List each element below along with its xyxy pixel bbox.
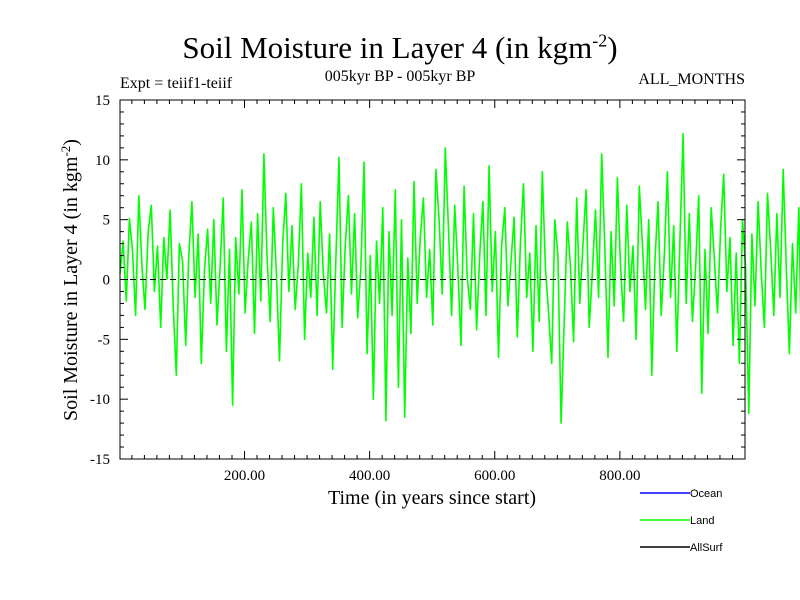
- chart-title-close: ): [607, 30, 618, 65]
- series-line-land: [119, 132, 800, 424]
- experiment-label: Expt = teiif1-teiif: [120, 75, 233, 92]
- legend-label-ocean: Ocean: [690, 488, 722, 500]
- legend: Ocean Land AllSurf: [640, 488, 723, 554]
- y-tick-label: 10: [95, 153, 110, 169]
- y-tick-label: -5: [98, 332, 111, 348]
- x-tick-label: 200.00: [224, 468, 265, 484]
- chart-title-sup: -2: [592, 30, 608, 51]
- axis-layer: -15 -10 -5 0 5 10 15 200.00 400.00 600.00 800.00: [90, 93, 746, 484]
- y-tick-label: 15: [95, 93, 110, 109]
- y-axis-label: Soil Moisture in Layer 4 (in kgm-2): [58, 139, 82, 421]
- y-tick-label: -10: [90, 392, 110, 408]
- y-axis-label-text: Soil Moisture in Layer 4 (in kgm: [60, 156, 82, 421]
- chart-title-text: Soil Moisture in Layer 4 (in kgm: [182, 30, 593, 65]
- series-layer: [119, 132, 800, 424]
- y-axis-label-sup: -2: [58, 146, 73, 157]
- x-tick-label: 800.00: [599, 468, 640, 484]
- x-axis-label: Time (in years since start): [328, 487, 536, 509]
- legend-label-land: Land: [690, 515, 714, 527]
- chart-subtitle: 005kyr BP - 005kyr BP: [324, 68, 476, 85]
- y-tick-label: 0: [103, 273, 111, 289]
- months-label: ALL_MONTHS: [638, 71, 745, 88]
- y-tick-label: 5: [103, 213, 111, 229]
- x-tick-label: 400.00: [349, 468, 390, 484]
- y-axis-label-close: ): [60, 139, 82, 146]
- x-tick-label: 600.00: [474, 468, 515, 484]
- legend-label-allsurf: AllSurf: [690, 542, 723, 554]
- chart-title: Soil Moisture in Layer 4 (in kgm-2): [0, 30, 800, 66]
- y-tick-label: -15: [90, 452, 110, 468]
